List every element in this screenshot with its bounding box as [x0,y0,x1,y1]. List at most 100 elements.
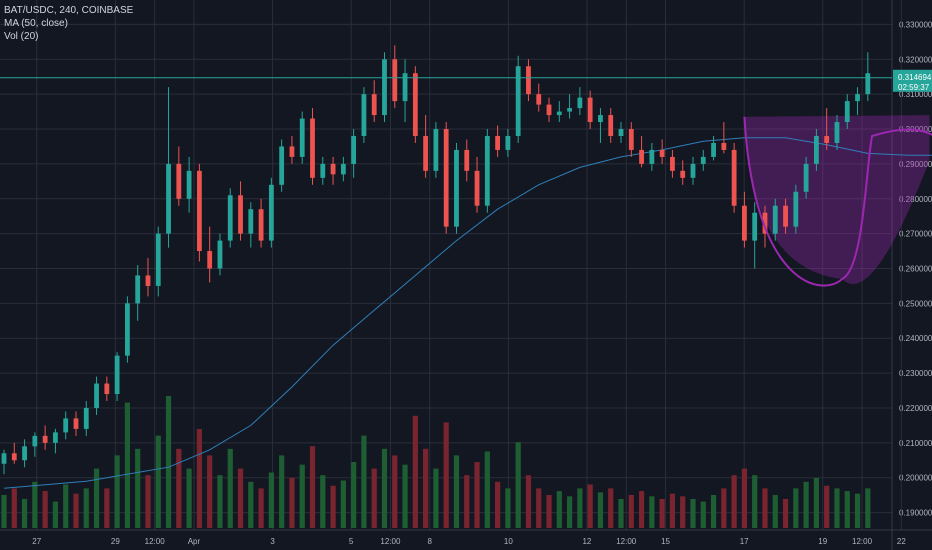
volume-bar [227,448,233,528]
volume-bar [402,464,408,528]
candle-body [443,129,449,227]
volume-bar [721,488,727,528]
volume-bar [556,491,562,528]
volume-bar [505,488,511,528]
volume-bar [330,485,336,528]
volume-bar [258,488,264,528]
volume-bar [32,481,38,528]
candle-body [484,135,490,206]
volume-bar [566,496,573,528]
last-price-tag [893,69,932,92]
volume-bar [577,488,583,528]
candle-body [721,142,727,150]
candle-body [114,355,120,395]
candle-body [289,146,295,157]
candle-body [94,383,99,408]
candle-body [690,163,696,178]
y-tick-label: 0.310000 [899,90,932,99]
countdown-value: 02:59:37 [898,83,930,92]
candle-body [844,101,850,123]
volume-bar [351,462,357,528]
volume-bar [63,484,69,528]
volume-bar [495,481,501,528]
volume-bar [546,495,552,528]
candle-body [83,407,89,429]
volume-bar [42,491,48,528]
candle-body [711,142,716,157]
moving-average-line [3,137,932,489]
x-tick-label: 22 [897,537,906,546]
x-tick-label: 12:00 [852,537,873,546]
y-tick-label: 0.250000 [899,299,932,308]
x-tick-label: 27 [32,537,41,546]
y-tick-label: 0.240000 [899,334,932,343]
candle-body [731,149,737,206]
candle-body [42,435,48,443]
volume-bar [104,488,110,528]
candle-body [53,432,58,443]
candle-body [196,170,202,252]
candle-body [567,108,572,112]
candle-body [382,59,387,116]
volume-bar [669,493,676,528]
candle-body [783,205,788,227]
volume-bar [638,491,645,528]
candle-body [649,149,655,164]
candle-body [268,184,274,241]
volume-indicator-label[interactable]: Vol (20) [4,31,39,42]
volume-bar [340,480,346,528]
volume-bar [608,488,614,528]
volume-bar [752,475,758,528]
x-tick-label: 15 [661,537,670,546]
symbol-label[interactable]: BAT/USDC, 240, COINBASE [4,5,134,16]
x-tick-label: 12 [582,537,591,546]
candle-body [577,97,583,109]
y-tick-label: 0.190000 [899,509,932,518]
volume-bar [474,462,480,528]
volume-bar [453,455,460,528]
candle-body [680,170,686,178]
candle-body [618,129,624,136]
candle-body [227,195,233,241]
candle-body [700,156,706,164]
volume-bar [793,488,799,528]
volume-bar [289,477,295,528]
volume-bar [525,475,532,528]
candle-body [361,94,367,136]
candle-body [433,129,439,171]
candle-body [526,66,531,95]
volume-bar [207,455,213,528]
last-price-value: 0.314694 [898,73,932,82]
ma-indicator-label[interactable]: MA (50, close) [4,18,68,29]
candle-body [371,94,377,116]
candle-body [135,275,141,304]
volume-bar [700,501,706,528]
candle-body [63,418,69,433]
volume-bar [710,495,717,528]
candle-body [1,453,7,464]
y-tick-label: 0.330000 [899,20,932,29]
pattern-fill [744,115,930,284]
volume-bar [135,448,141,528]
volume-bar [299,464,305,528]
candle-body [207,251,213,269]
volume-bar [731,475,737,528]
candle-body [392,59,398,102]
candle-body [330,163,336,175]
candle-body [834,122,840,143]
candle-body [351,135,357,164]
volume-bar [93,468,100,528]
candle-body [670,156,675,171]
volume-bar [844,491,850,528]
x-tick-label: Apr [188,537,201,546]
candle-body [402,73,408,102]
candle-body [423,135,429,171]
volume-bar [237,468,244,528]
volume-bar [176,448,182,528]
volume-bar [309,446,316,528]
candle-body [495,135,501,150]
volume-bar [83,488,89,528]
candle-body [279,146,285,185]
